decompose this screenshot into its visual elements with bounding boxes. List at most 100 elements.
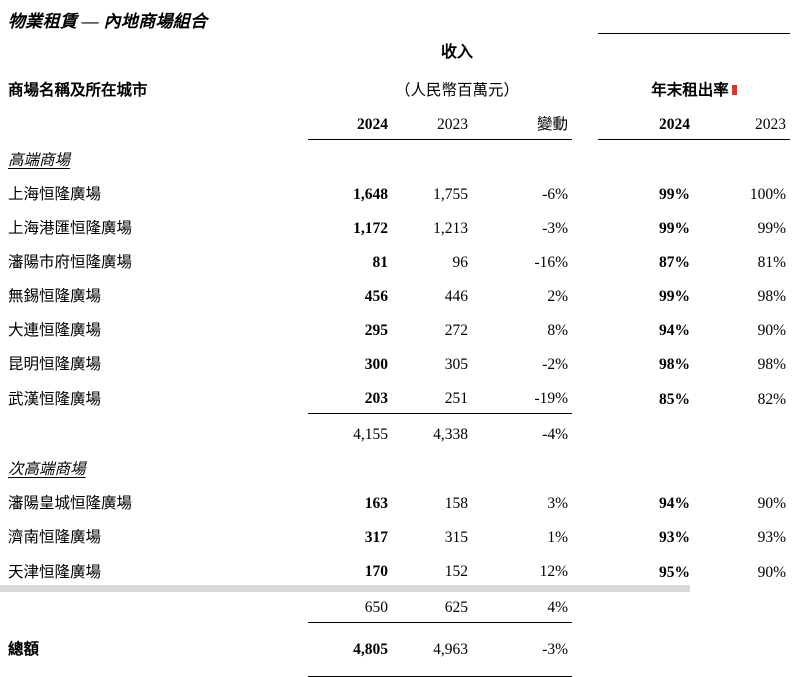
rev-change: -3% <box>542 220 569 237</box>
occupancy-col-2023-header: 2023 <box>694 105 791 140</box>
occ-2024: 99% <box>659 220 691 237</box>
page-title: 物業租賃 — 內地商場組合 <box>8 12 208 31</box>
occ-2024: 85% <box>659 390 691 408</box>
mall-row: 武漢恒隆廣場 203 251 -19% 85% 82% <box>8 379 790 414</box>
rev-2024: 1,172 <box>353 220 388 237</box>
occ-2024: 94% <box>659 322 691 339</box>
rev-change: 12% <box>539 563 569 580</box>
spacer-cell <box>572 414 598 450</box>
spacer-cell <box>572 175 598 209</box>
mall-name: 武漢恒隆廣場 <box>8 390 102 408</box>
rev-2023: 158 <box>444 495 468 512</box>
rev-2023: 96 <box>452 254 469 271</box>
closing-rule <box>308 664 392 677</box>
mall-row: 瀋陽市府恒隆廣場 81 96 -16% 87% 81% <box>8 243 790 277</box>
section-label-high-end: 高端商場 <box>8 152 71 169</box>
occ-2024: 99% <box>659 288 691 305</box>
rev-2024: 1,648 <box>353 186 388 203</box>
rev-2024: 170 <box>364 563 388 580</box>
section-label-sub-high-end: 次高端商場 <box>8 461 86 478</box>
total-rev-2024: 4,805 <box>308 622 392 664</box>
mall-row: 昆明恒隆廣場 300 305 -2% 98% 98% <box>8 345 790 379</box>
occ-2024: 87% <box>659 254 691 271</box>
mall-row: 天津恒隆廣場 170 152 12% 95% 90% <box>8 552 790 587</box>
revenue-group-title: 收入 <box>441 44 474 61</box>
empty-cell <box>8 105 308 140</box>
mall-name: 瀋陽皇城恒隆廣場 <box>8 495 133 512</box>
rev-2023: 272 <box>444 322 468 339</box>
bottom-gray-bar <box>0 585 690 592</box>
occupancy-col-2024-header: 2024 <box>598 105 695 140</box>
mall-row: 大連恒隆廣場 295 272 8% 94% 90% <box>8 311 790 345</box>
occ-2024: 94% <box>659 495 691 512</box>
rev-change: 1% <box>547 529 569 546</box>
mall-name: 上海港匯恒隆廣場 <box>8 220 133 237</box>
spacer-cell <box>572 277 598 311</box>
spacer-cell <box>572 345 598 379</box>
total-row: 總額 4,805 4,963 -3% <box>8 622 790 665</box>
spacer-cell <box>572 243 598 277</box>
occ-2023: 90% <box>757 495 787 512</box>
empty-cell <box>8 34 308 68</box>
mall-name: 濟南恒隆廣場 <box>8 529 102 546</box>
occupancy-title-text: 年末租出率 <box>651 82 729 99</box>
empty-cell <box>694 414 790 450</box>
occupancy-group-topline <box>598 33 791 67</box>
rev-2024: 81 <box>372 254 389 271</box>
spacer-cell <box>572 209 598 243</box>
revenue-col-2023-header: 2023 <box>392 105 472 140</box>
occ-2023: 82% <box>757 390 787 408</box>
spacer-cell <box>572 484 598 518</box>
subtotal-row: 4,155 4,338 -4% <box>8 413 790 450</box>
spacer-cell <box>572 552 598 587</box>
empty-cell <box>598 623 694 665</box>
occ-2024: 98% <box>659 356 691 373</box>
mall-row: 上海恒隆廣場 1,648 1,755 -6% 99% 100% <box>8 175 790 209</box>
empty-cell <box>598 414 694 450</box>
red-footnote-marker-icon <box>731 85 737 95</box>
total-label: 總額 <box>8 641 40 658</box>
revenue-col-change-header: 變動 <box>472 105 573 140</box>
occ-2023: 93% <box>757 529 787 546</box>
rev-change: -2% <box>542 356 569 373</box>
mall-name: 大連恒隆廣場 <box>8 322 102 339</box>
rev-2024: 317 <box>364 529 388 546</box>
occ-2023: 100% <box>749 186 787 203</box>
total-change: -3% <box>472 622 573 664</box>
empty-cell <box>598 664 694 677</box>
spacer-cell <box>572 518 598 552</box>
occ-2023: 90% <box>757 322 787 339</box>
rev-2024: 163 <box>364 495 388 512</box>
rev-change: 8% <box>547 322 569 339</box>
occupancy-group-title: 年末租出率 <box>598 67 790 105</box>
occ-2023: 98% <box>757 288 787 305</box>
closing-rule-row <box>8 664 790 677</box>
mall-name: 瀋陽市府恒隆廣場 <box>8 254 133 271</box>
rev-2024: 203 <box>364 390 388 407</box>
spacer-cell <box>572 311 598 345</box>
rev-change: -6% <box>542 186 569 203</box>
occ-2023: 99% <box>757 220 787 237</box>
rev-change: -19% <box>534 390 569 407</box>
empty-cell <box>8 414 308 450</box>
occ-2024: 99% <box>659 186 691 203</box>
closing-rule <box>472 664 573 677</box>
mall-name: 無錫恒隆廣場 <box>8 288 102 305</box>
rev-2023: 305 <box>444 356 468 373</box>
empty-cell <box>694 664 790 677</box>
rev-change: -16% <box>534 254 569 271</box>
name-column-header: 商場名稱及所在城市 <box>8 82 148 99</box>
mall-row: 無錫恒隆廣場 456 446 2% 99% 98% <box>8 277 790 311</box>
mall-row: 瀋陽皇城恒隆廣場 163 158 3% 94% 90% <box>8 484 790 518</box>
occ-2023: 90% <box>757 563 787 581</box>
spacer-cell <box>572 664 598 677</box>
rev-change: 2% <box>547 288 569 305</box>
rev-change: 3% <box>547 495 569 512</box>
header-row-a: 收入 <box>8 33 791 68</box>
total-rev-2023: 4,963 <box>392 622 472 664</box>
closing-rule <box>392 664 472 677</box>
header-row-years: 2024 2023 變動 2024 2023 <box>8 105 791 140</box>
header-row-b: 商場名稱及所在城市 （人民幣百萬元） 年末租出率 <box>8 67 790 105</box>
rev-2024: 295 <box>364 322 388 339</box>
